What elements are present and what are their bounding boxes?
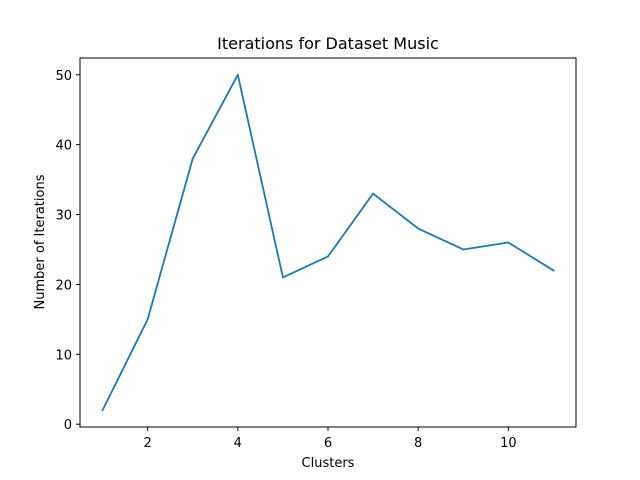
data-point (146, 318, 149, 321)
x-axis-label: Clusters (302, 456, 355, 471)
data-point (101, 409, 104, 412)
data-point (372, 192, 374, 195)
y-axis-label: Number of Iterations (33, 174, 48, 309)
x-axis-ticks: 2 4 6 8 10 (143, 427, 517, 451)
y-tick-label: 10 (55, 348, 72, 363)
x-tick-label: 6 (324, 436, 332, 451)
y-axis-ticks: 0 10 20 30 40 50 (55, 69, 80, 433)
series-line (101, 73, 555, 412)
chart-title: Iterations for Dataset Music (217, 34, 439, 53)
y-tick-label: 40 (55, 139, 72, 154)
x-tick-label: 2 (143, 436, 151, 451)
data-point (282, 276, 284, 279)
data-point (327, 255, 329, 258)
data-point (552, 269, 555, 272)
x-tick-label: 10 (500, 436, 517, 451)
data-point (236, 73, 239, 76)
x-tick-label: 4 (234, 436, 242, 451)
y-tick-label: 50 (55, 69, 72, 84)
data-point (417, 227, 420, 230)
plot-area-frame (79, 57, 577, 428)
data-point (462, 248, 465, 251)
y-tick-label: 20 (55, 278, 72, 293)
series-group (101, 73, 555, 412)
data-point (191, 157, 194, 160)
y-tick-label: 30 (55, 209, 72, 224)
data-point (507, 241, 510, 244)
x-tick-label: 8 (414, 436, 422, 451)
y-tick-label: 0 (64, 418, 72, 433)
